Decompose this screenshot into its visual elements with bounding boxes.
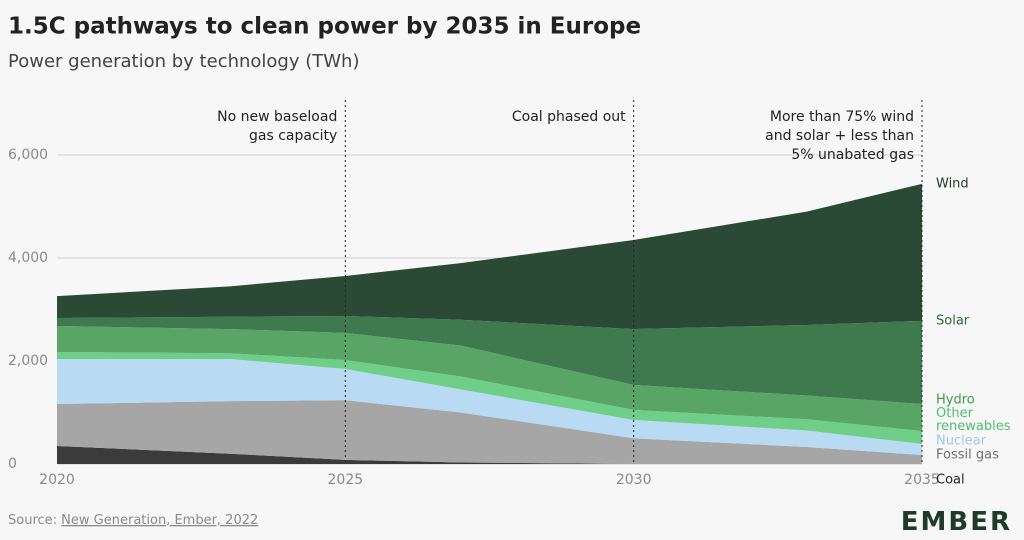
area [57, 351, 922, 444]
series-label: Fossil gas [936, 447, 999, 463]
series-label: Solar [936, 313, 970, 329]
x-tick-label: 2020 [39, 472, 75, 488]
series-label: Coal [936, 472, 965, 488]
series-label: Hydro [936, 392, 975, 408]
series-label: Nuclear [936, 433, 987, 449]
chart-title: 1.5C pathways to clean power by 2035 in … [8, 14, 641, 40]
annotation-text: No new baseload [217, 109, 337, 125]
x-tick-label: 2030 [616, 472, 652, 488]
series-label: Wind [936, 176, 969, 192]
source: Source: New Generation, Ember, 2022 [8, 513, 258, 528]
series-label: Other renewables [936, 406, 1011, 435]
area [57, 358, 922, 455]
source-link[interactable]: New Generation, Ember, 2022 [61, 513, 258, 528]
y-tick-label: 0 [8, 456, 17, 472]
area [57, 445, 922, 464]
annotation-text: and solar + less than [765, 128, 914, 144]
annotation-text: Coal phased out [512, 109, 626, 125]
annotation-text: More than 75% wind [770, 109, 914, 125]
logo: EMBER [901, 507, 1012, 537]
y-tick-label: 6,000 [8, 147, 48, 163]
y-tick-label: 2,000 [8, 353, 48, 369]
chart-subtitle: Power generation by technology (TWh) [8, 51, 359, 72]
area [57, 183, 922, 330]
annotation-text: 5% unabated gas [791, 147, 914, 163]
annotation-text: gas capacity [249, 128, 337, 144]
area [57, 315, 922, 405]
area [57, 400, 922, 464]
x-tick-label: 2025 [328, 472, 364, 488]
x-tick-label: 2035 [904, 472, 940, 488]
source-prefix: Source: [8, 513, 57, 528]
area [57, 325, 922, 432]
y-tick-label: 4,000 [8, 250, 48, 266]
